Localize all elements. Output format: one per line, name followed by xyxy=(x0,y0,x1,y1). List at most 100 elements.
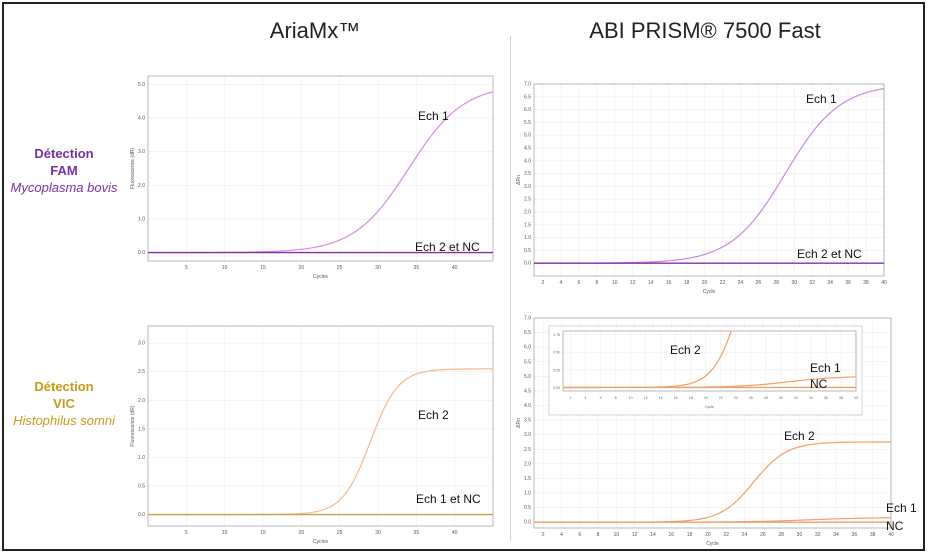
row-label-fam-line2: FAM xyxy=(50,163,78,178)
row-label-vic-line1: Détection xyxy=(34,379,94,394)
label-abi-vic-inset-nc: NC xyxy=(810,377,828,391)
x-tick-label: 26 xyxy=(749,396,753,400)
y-tick-label: 5.5 xyxy=(524,120,531,126)
y-tick-label: 2.5 xyxy=(138,369,145,375)
y-tick-label: 1.5 xyxy=(138,426,145,432)
label-abi-fam-ech2nc: Ech 2 et NC xyxy=(797,247,862,261)
x-tick-label: 40 xyxy=(452,265,458,271)
x-tick-label: 10 xyxy=(222,530,228,536)
x-tick-label: 20 xyxy=(299,530,305,536)
row-label-vic-line3: Histophilus somni xyxy=(13,413,115,428)
y-tick-label: 4.0 xyxy=(138,116,145,122)
x-tick-label: 38 xyxy=(863,280,869,286)
y-tick-label: 5.0 xyxy=(524,133,531,139)
label-abi-vic-inset-ech1: Ech 1 xyxy=(810,361,841,375)
x-tick-label: 34 xyxy=(827,280,833,286)
x-tick-label: 38 xyxy=(870,532,876,538)
y-tick-label: 1.0 xyxy=(524,491,531,497)
x-tick-label: 32 xyxy=(815,532,821,538)
x-tick-label: 34 xyxy=(833,532,839,538)
x-tick-label: 24 xyxy=(738,280,744,286)
x-tick-label: 2 xyxy=(542,532,545,538)
x-tick-label: 14 xyxy=(650,532,656,538)
y-axis-label: Fluorescence (dR) xyxy=(130,148,136,189)
x-tick-label: 10 xyxy=(629,396,633,400)
x-tick-label: 28 xyxy=(778,532,784,538)
y-tick-label: 2.0 xyxy=(524,461,531,467)
x-tick-label: 8 xyxy=(595,280,598,286)
x-tick-label: 4 xyxy=(560,532,563,538)
x-tick-label: 30 xyxy=(375,530,381,536)
y-tick-label: 0.5 xyxy=(138,484,145,490)
y-tick-label: 3.0 xyxy=(524,184,531,190)
title-abi-prism: ABI PRISM® 7500 Fast xyxy=(589,18,821,43)
y-tick-label: 6.5 xyxy=(524,94,531,100)
y-tick-label: 0.5 xyxy=(524,505,531,511)
y-axis-label: ΔRn xyxy=(516,175,522,185)
x-axis-label: Cycle xyxy=(706,541,719,547)
x-tick-label: 18 xyxy=(687,532,693,538)
x-tick-label: 35 xyxy=(414,530,420,536)
x-axis-label: Cycles xyxy=(313,539,329,545)
y-tick-label: 6.5 xyxy=(524,330,531,336)
y-tick-label: 6.0 xyxy=(524,345,531,351)
plot-frame xyxy=(533,83,885,277)
y-tick-label: 7.0 xyxy=(524,316,531,322)
x-tick-label: 14 xyxy=(648,280,654,286)
row-label-fam: Détection FAM Mycoplasma bovis xyxy=(0,145,139,196)
y-tick-label: 1.5 xyxy=(524,222,531,228)
x-tick-label: 14 xyxy=(659,396,663,400)
label-aria-vic-ech2: Ech 2 xyxy=(418,408,449,422)
label-abi-vic-inset-ech2: Ech 2 xyxy=(670,343,701,357)
x-tick-label: 22 xyxy=(720,280,726,286)
chart-ariamx-fam: 5 10 15 20 25 30 35 40 0.0 1.0 2.0 3.0 4.0 5.0 Cycles F… xyxy=(130,75,494,280)
row-label-vic-line2: VIC xyxy=(53,396,75,411)
y-tick-label: 3.5 xyxy=(524,171,531,177)
y-tick-label: 1.0 xyxy=(138,455,145,461)
x-tick-label: 6 xyxy=(577,280,580,286)
row-label-vic: Détection VIC Histophilus somni xyxy=(0,378,139,429)
x-tick-label: 30 xyxy=(797,532,803,538)
x-tick-label: 6 xyxy=(578,532,581,538)
x-tick-label: 30 xyxy=(791,280,797,286)
x-tick-label: 16 xyxy=(666,280,672,286)
y-tick-label: 2.0 xyxy=(138,183,145,189)
x-axis-label: Cycle xyxy=(705,405,714,409)
x-tick-label: 26 xyxy=(760,532,766,538)
y-tick-label: 2.5 xyxy=(524,447,531,453)
x-tick-label: 36 xyxy=(845,280,851,286)
x-tick-label: 40 xyxy=(888,532,894,538)
x-tick-label: 20 xyxy=(299,265,305,271)
x-tick-label: 34 xyxy=(809,396,813,400)
y-tick-label: 4.5 xyxy=(524,388,531,394)
x-axis-label: Cycle xyxy=(703,289,716,295)
x-axis-label: Cycles xyxy=(313,274,329,280)
plot-frame xyxy=(147,325,494,527)
x-tick-label: 10 xyxy=(222,265,228,271)
x-tick-label: 24 xyxy=(734,396,738,400)
y-axis-label: ΔRn xyxy=(516,418,522,428)
x-tick-label: 28 xyxy=(764,396,768,400)
label-aria-fam-ech1: Ech 1 xyxy=(418,109,449,123)
y-tick-label: 5.0 xyxy=(524,374,531,380)
row-label-fam-line1: Détection xyxy=(34,146,94,161)
x-tick-label: 24 xyxy=(742,532,748,538)
x-tick-label: 32 xyxy=(809,280,815,286)
x-tick-label: 28 xyxy=(774,280,780,286)
x-tick-label: 5 xyxy=(185,530,188,536)
y-tick-label: 1.0 xyxy=(138,216,145,222)
label-abi-vic-ech1: Ech 1 xyxy=(886,501,917,515)
x-tick-label: 10 xyxy=(614,532,620,538)
y-tick-label: 2.0 xyxy=(524,210,531,216)
x-tick-label: 12 xyxy=(632,532,638,538)
x-tick-label: 40 xyxy=(452,530,458,536)
label-aria-vic-ech1nc: Ech 1 et NC xyxy=(416,492,481,506)
x-tick-label: 12 xyxy=(644,396,648,400)
y-tick-label: 0.0 xyxy=(524,520,531,526)
x-tick-label: 18 xyxy=(689,396,693,400)
plot-frame xyxy=(562,330,857,392)
x-tick-label: 40 xyxy=(881,280,887,286)
x-tick-label: 32 xyxy=(794,396,798,400)
x-tick-label: 20 xyxy=(702,280,708,286)
